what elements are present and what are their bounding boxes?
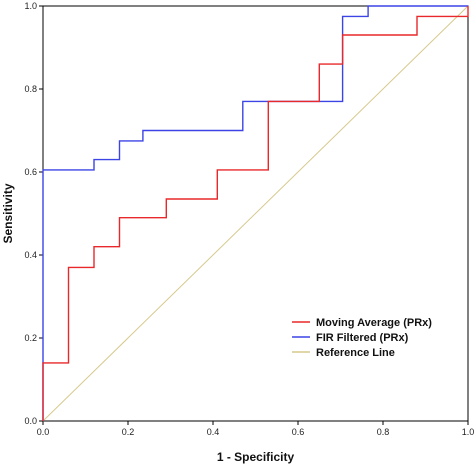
series-layer — [42, 5, 469, 422]
y-tick-label: 0.4 — [24, 250, 37, 260]
legend-label: Moving Average (PRx) — [316, 317, 432, 329]
y-tick-label: 0.0 — [24, 416, 37, 426]
x-tick-label: 0.2 — [122, 427, 135, 437]
y-tick-label: 0.2 — [24, 333, 37, 343]
x-tick-label: 0.6 — [292, 427, 305, 437]
series-line-fir-filtered-prx — [42, 5, 468, 421]
y-axis-title: Sensitivity — [1, 183, 15, 243]
series-line-moving-average-prx — [42, 6, 469, 421]
x-tick-label: 0.0 — [37, 427, 50, 437]
legend-box — [286, 308, 461, 368]
x-tick-label: 1.0 — [462, 427, 474, 437]
legend-label: FIR Filtered (PRx) — [316, 332, 409, 344]
ticks-layer: 0.0 0.2 0.4 0.6 0.8 1.0 0.0 0.2 0.4 0.6 0.8 1.0 — [24, 1, 474, 437]
x-tick-label: 0.4 — [207, 427, 220, 437]
x-tick-label: 0.8 — [377, 427, 390, 437]
legend: Moving Average (PRx) FIR Filtered (PRx) Re… — [286, 308, 461, 368]
x-axis-title: 1 - Specificity — [217, 450, 295, 464]
legend-label: Reference Line — [316, 347, 395, 359]
y-tick-label: 0.8 — [24, 84, 37, 94]
y-tick-label: 0.6 — [24, 167, 37, 177]
series-line-reference-line — [42, 5, 469, 422]
y-tick-label: 1.0 — [24, 1, 37, 11]
